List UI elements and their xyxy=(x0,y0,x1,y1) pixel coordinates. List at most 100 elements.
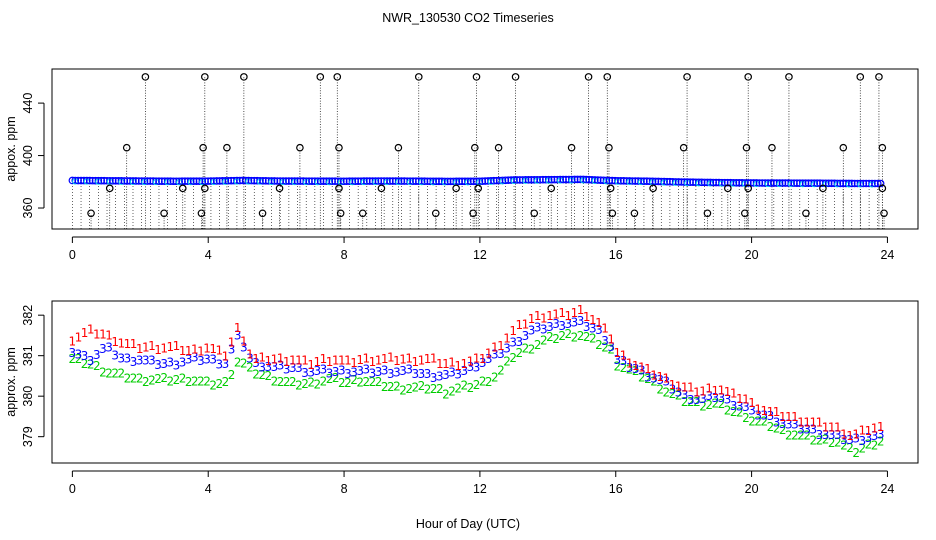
outlier-point xyxy=(785,73,793,81)
main-series-point xyxy=(876,179,885,188)
series-1-marker: 1 xyxy=(614,346,622,360)
series-1-marker: 1 xyxy=(424,352,432,366)
series-3-marker: 3 xyxy=(540,323,548,337)
series-1-marker: 1 xyxy=(601,322,609,336)
series-2-marker: 2 xyxy=(736,405,744,419)
series-2-marker: 2 xyxy=(185,375,193,389)
bottom-panel-frame xyxy=(51,300,919,464)
main-series-point xyxy=(443,177,452,186)
series-1-marker: 1 xyxy=(595,316,603,330)
series-2-marker: 2 xyxy=(301,377,309,391)
figure-title: NWR_130530 CO2 Timeseries xyxy=(382,11,554,25)
outlier-point xyxy=(724,184,732,193)
main-series-point xyxy=(380,177,388,185)
series-1-marker: 1 xyxy=(289,353,297,367)
series-1-marker: 1 xyxy=(369,355,377,369)
series-1-marker: 1 xyxy=(356,353,364,367)
series-2-marker: 2 xyxy=(271,375,279,389)
series-3-marker: 3 xyxy=(185,353,193,367)
series-3-marker: 3 xyxy=(577,314,585,328)
main-series-point xyxy=(386,177,394,185)
series-3-marker: 3 xyxy=(834,428,842,442)
series-2-marker: 2 xyxy=(528,342,536,356)
series-3-marker: 3 xyxy=(760,408,768,422)
series-2-marker: 2 xyxy=(687,395,695,409)
series-2-marker: 2 xyxy=(240,357,248,371)
outlier-point xyxy=(197,209,206,218)
main-series-point xyxy=(842,179,850,188)
outlier-point xyxy=(223,143,231,152)
series-1-marker: 1 xyxy=(687,381,695,395)
series-2-marker: 2 xyxy=(356,375,364,389)
main-series-point xyxy=(772,179,781,187)
top-x-tick-label: 8 xyxy=(341,248,348,262)
outlier-point xyxy=(452,184,460,193)
series-3-marker: 3 xyxy=(448,365,456,379)
main-series-point xyxy=(339,177,348,186)
series-1-marker: 1 xyxy=(724,385,732,399)
main-series-point xyxy=(351,177,360,185)
main-series-point xyxy=(293,177,302,185)
series-1-marker: 1 xyxy=(301,353,309,367)
series-2-marker: 2 xyxy=(173,373,181,387)
series-3-marker: 3 xyxy=(816,428,824,442)
series-2-marker: 2 xyxy=(534,338,542,352)
bottom-y-tick-label: 380 xyxy=(21,386,35,407)
series-1-marker: 1 xyxy=(258,351,266,365)
series-1-marker: 1 xyxy=(503,332,511,346)
main-series-point xyxy=(738,179,746,187)
series-3-marker: 3 xyxy=(216,358,224,372)
main-series-point xyxy=(334,177,342,186)
series-1-marker: 1 xyxy=(209,342,217,356)
main-series-point xyxy=(224,176,233,185)
main-series-point xyxy=(622,177,631,185)
main-series-point xyxy=(212,177,221,185)
series-2-marker: 2 xyxy=(381,380,389,394)
main-series-point xyxy=(420,177,429,186)
series-3-marker: 3 xyxy=(730,399,738,413)
series-2-marker: 2 xyxy=(344,376,352,390)
series-3-marker: 3 xyxy=(534,321,542,335)
series-1-marker: 1 xyxy=(418,353,426,367)
series-1-marker: 1 xyxy=(111,335,119,349)
series-2-marker: 2 xyxy=(644,372,652,386)
series-1-marker: 1 xyxy=(338,353,346,367)
outlier-point xyxy=(875,73,883,81)
main-series-point xyxy=(247,176,256,185)
top-x-tick-label: 0 xyxy=(69,248,76,262)
bottom-y-tick-label: 379 xyxy=(21,426,35,447)
main-series-point xyxy=(847,179,856,188)
series-3-marker: 3 xyxy=(418,367,426,381)
main-series-point xyxy=(651,177,660,186)
series-1-marker: 1 xyxy=(540,311,548,325)
series-2-marker: 2 xyxy=(546,330,554,344)
series-2-marker: 2 xyxy=(595,338,603,352)
main-series-point xyxy=(155,177,163,185)
series-3-marker: 3 xyxy=(705,389,713,403)
series-3-marker: 3 xyxy=(681,388,689,402)
main-series-point xyxy=(593,176,602,184)
series-2-marker: 2 xyxy=(681,395,689,409)
main-series-point xyxy=(363,177,371,185)
series-1-marker: 1 xyxy=(167,340,175,354)
outlier-point xyxy=(839,143,848,152)
series-1-marker: 1 xyxy=(105,328,113,342)
series-1-marker: 1 xyxy=(816,415,824,429)
series-2-marker: 2 xyxy=(620,361,628,375)
main-series-point xyxy=(80,176,88,185)
outlier-point xyxy=(744,73,752,81)
main-series-point xyxy=(207,177,215,185)
main-series-point xyxy=(108,176,117,185)
main-series-point xyxy=(645,177,654,186)
top-panel: appox. ppm 0 4 8 12 16 20 24 360 400 440 xyxy=(4,68,919,262)
series-3-marker: 3 xyxy=(381,363,389,377)
series-1-marker: 1 xyxy=(405,351,413,365)
series-3-marker: 3 xyxy=(277,359,285,373)
series-1-marker: 1 xyxy=(711,384,719,398)
series-2-marker: 2 xyxy=(332,371,340,385)
series-1-marker: 1 xyxy=(852,428,860,442)
series-1-marker: 1 xyxy=(589,313,597,327)
series-3-marker: 3 xyxy=(767,409,775,423)
main-series-point xyxy=(91,176,100,185)
series-1-marker: 1 xyxy=(228,335,236,349)
